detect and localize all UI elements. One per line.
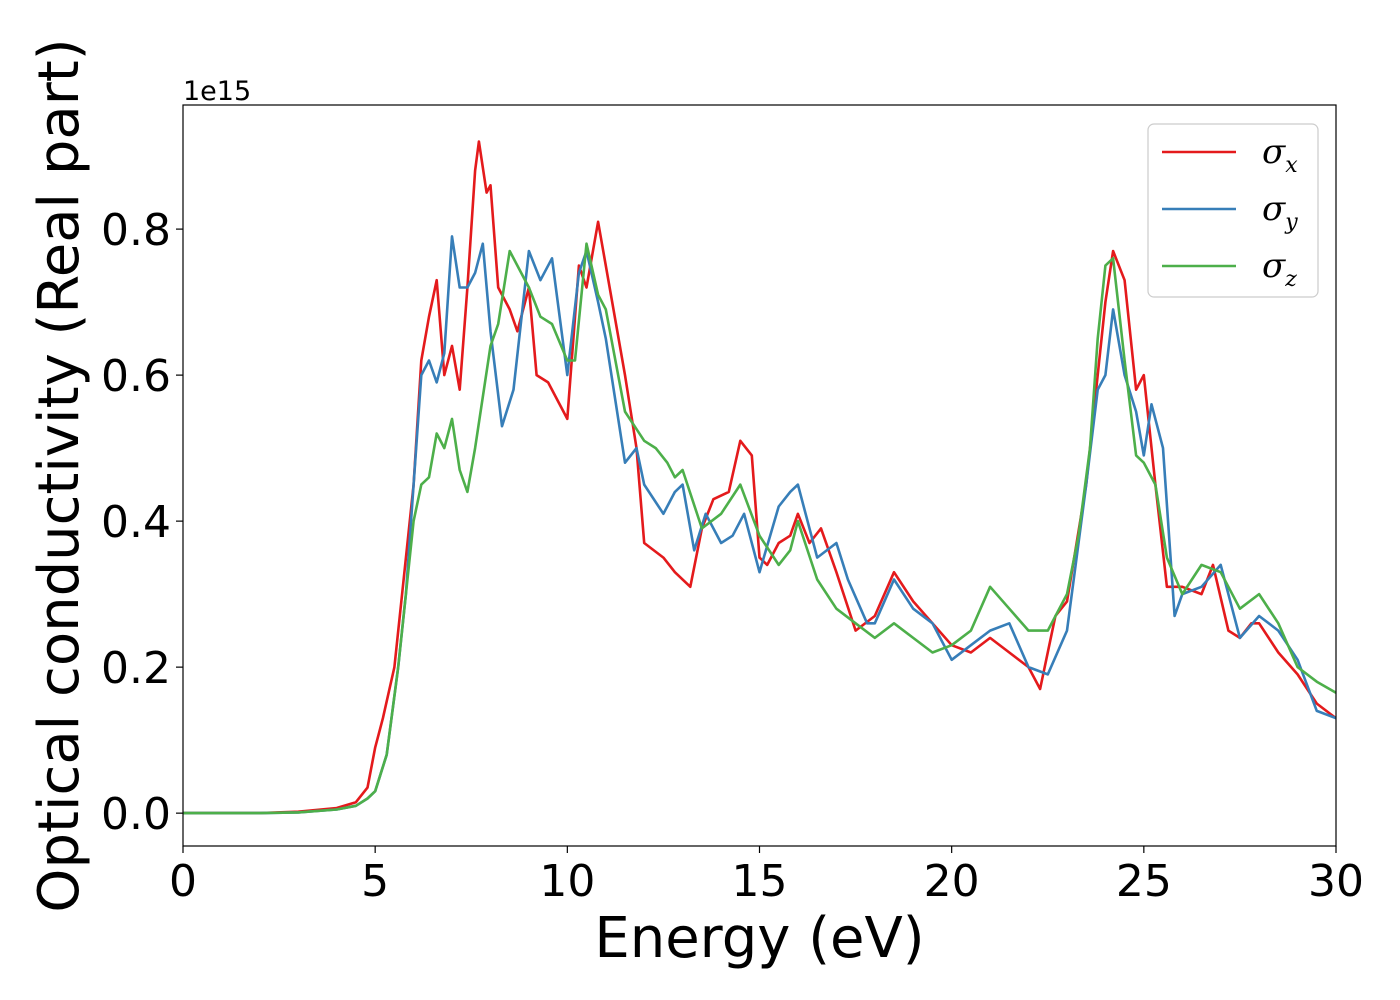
legend-box bbox=[1147, 123, 1319, 298]
y-tick-label: 0.6 bbox=[101, 351, 171, 402]
x-tick-label: 15 bbox=[732, 856, 788, 907]
series-line-y bbox=[183, 235, 1336, 815]
x-axis-ticks: 0 5 10 15 20 25 30 bbox=[169, 846, 1364, 907]
x-axis-title: Energy (eV) bbox=[594, 906, 924, 971]
series-line-x bbox=[183, 140, 1336, 815]
legend: σx σy σz bbox=[1147, 123, 1319, 298]
y-axis-title: Optical conductivity (Real part) bbox=[27, 38, 92, 912]
y-tick-label: 0.2 bbox=[101, 643, 171, 694]
y-tick-label: 0.8 bbox=[101, 205, 171, 256]
legend-label-z: σz bbox=[1262, 246, 1297, 292]
y-tick-label: 0.4 bbox=[101, 497, 171, 548]
x-tick-label: 0 bbox=[169, 856, 197, 907]
legend-label-y: σy bbox=[1262, 189, 1298, 235]
x-tick-label: 25 bbox=[1116, 856, 1172, 907]
x-tick-label: 5 bbox=[361, 856, 389, 907]
x-tick-label: 20 bbox=[924, 856, 980, 907]
y-offset-label: 1e15 bbox=[183, 76, 251, 107]
y-tick-label: 0.0 bbox=[101, 789, 171, 840]
x-tick-label: 30 bbox=[1308, 856, 1364, 907]
legend-label-x: σx bbox=[1262, 132, 1298, 178]
x-tick-label: 10 bbox=[539, 856, 595, 907]
y-axis-ticks: 0.0 0.2 0.4 0.6 0.8 bbox=[101, 205, 183, 840]
series-line-z bbox=[183, 242, 1336, 815]
series-layer bbox=[183, 140, 1336, 815]
